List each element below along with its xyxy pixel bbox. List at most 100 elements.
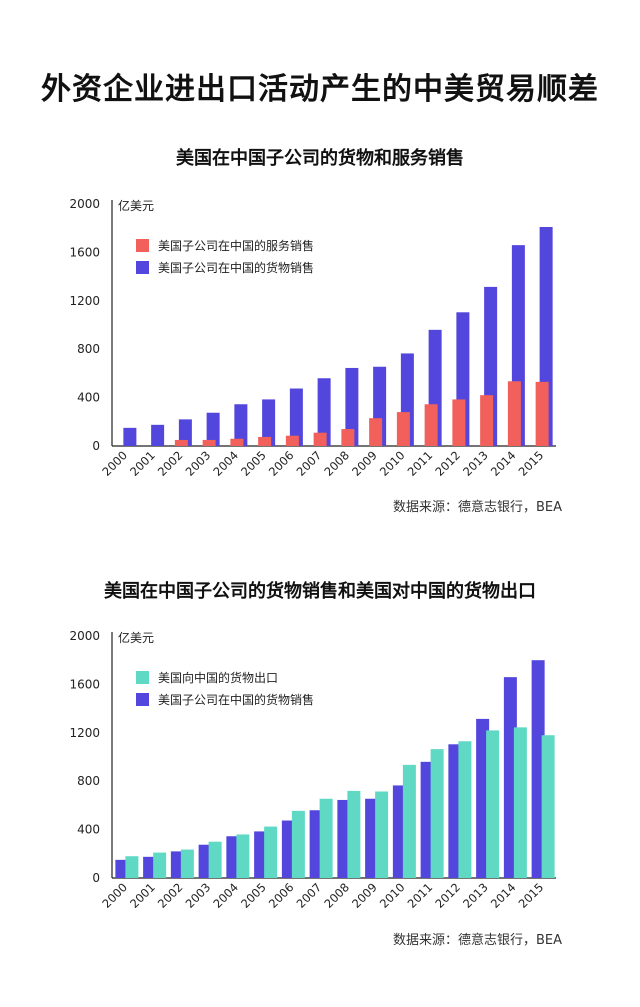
y-tick-label: 800 (77, 342, 100, 356)
x-tick-label: 2007 (294, 880, 325, 911)
legend-swatch-goods-exports (136, 671, 149, 684)
bar-goods-sales-2000 (123, 427, 137, 446)
y-tick-label: 400 (77, 391, 100, 405)
x-tick-label: 2011 (405, 880, 436, 911)
legend-swatch-services-sales (136, 239, 149, 252)
legend-label-goods-sales: 美国子公司在中国的货物销售 (158, 692, 314, 707)
bar-services-sales-2012 (452, 399, 466, 446)
bar-services-sales-2005 (258, 436, 272, 446)
chart1-source: 数据来源：德意志银行，BEA (392, 500, 562, 515)
bar-goods-sales-2004 (226, 836, 240, 878)
y-tick-label: 1600 (69, 677, 100, 691)
bar-goods-exports-2009 (375, 791, 389, 878)
y-tick-label: 1600 (69, 245, 100, 259)
y-axis-unit-label: 亿美元 (118, 198, 154, 213)
bar-services-sales-2015 (535, 381, 549, 446)
x-tick-label: 2005 (238, 448, 269, 479)
bar-goods-exports-2013 (486, 730, 500, 878)
bar-goods-exports-2014 (513, 727, 527, 878)
x-tick-label: 2005 (238, 880, 269, 911)
bar-goods-sales-2004 (234, 404, 248, 446)
x-tick-label: 2009 (349, 448, 380, 479)
bar-goods-sales-2008 (345, 367, 359, 446)
bar-goods-exports-2007 (319, 798, 333, 878)
x-tick-label: 2007 (294, 448, 325, 479)
bar-goods-sales-2008 (337, 799, 351, 878)
bar-goods-sales-2006 (289, 388, 303, 446)
legend-swatch-goods-sales (136, 261, 149, 274)
x-tick-label: 2015 (516, 448, 547, 479)
bar-goods-exports-2006 (291, 810, 305, 878)
legend-label-services-sales: 美国子公司在中国的服务销售 (158, 238, 314, 253)
bar-goods-exports-2003 (208, 841, 222, 878)
bar-services-sales-2013 (480, 395, 494, 446)
bar-goods-sales-2001 (143, 856, 157, 878)
x-tick-label: 2008 (321, 880, 352, 911)
bar-goods-exports-2012 (458, 741, 472, 878)
bar-goods-sales-2003 (206, 412, 220, 446)
bar-services-sales-2010 (396, 412, 410, 446)
x-tick-label: 2000 (99, 880, 130, 911)
bar-goods-exports-2002 (180, 849, 194, 878)
bar-goods-exports-2008 (347, 790, 361, 878)
x-tick-label: 2015 (516, 880, 547, 911)
x-tick-label: 2009 (349, 880, 380, 911)
bar-goods-exports-2005 (264, 826, 278, 878)
x-tick-label: 2003 (183, 880, 214, 911)
bar-goods-sales-2015 (531, 660, 545, 878)
bar-goods-sales-2002 (170, 851, 184, 878)
y-tick-label: 2000 (69, 197, 100, 211)
bar-goods-sales-2006 (281, 820, 295, 878)
bar-goods-exports-2010 (402, 764, 416, 878)
bar-goods-sales-2009 (365, 798, 379, 878)
legend-swatch-goods-sales (136, 693, 149, 706)
x-tick-label: 2004 (210, 880, 241, 911)
x-tick-label: 2004 (210, 448, 241, 479)
bar-goods-sales-2003 (198, 844, 212, 878)
bar-goods-sales-2002 (178, 419, 192, 446)
y-tick-label: 0 (92, 871, 100, 885)
bar-services-sales-2011 (424, 404, 438, 446)
bar-goods-exports-2001 (153, 852, 167, 878)
bar-goods-sales-2000 (115, 859, 129, 878)
x-tick-label: 2010 (377, 448, 408, 479)
bar-goods-exports-2004 (236, 834, 250, 878)
x-tick-label: 2000 (99, 448, 130, 479)
bar-services-sales-2006 (285, 435, 299, 446)
legend-label-goods-exports: 美国向中国的货物出口 (158, 670, 278, 685)
y-tick-label: 0 (92, 439, 100, 453)
chart2-title: 美国在中国子公司的货物销售和美国对中国的货物出口 (104, 581, 536, 602)
y-axis-unit-label: 亿美元 (118, 630, 154, 645)
x-tick-label: 2012 (432, 880, 463, 911)
chart2-source: 数据来源：德意志银行，BEA (392, 933, 562, 948)
x-tick-label: 2001 (127, 448, 158, 479)
x-tick-label: 2013 (460, 880, 491, 911)
page-title: 外资企业进出口活动产生的中美贸易顺差 (41, 72, 599, 107)
bar-goods-exports-2015 (541, 735, 555, 878)
bar-goods-sales-2005 (254, 831, 268, 878)
y-tick-label: 800 (77, 774, 100, 788)
bar-services-sales-2002 (174, 439, 188, 446)
y-tick-label: 1200 (69, 726, 100, 740)
legend-label-goods-sales: 美国子公司在中国的货物销售 (158, 260, 314, 275)
bar-goods-sales-2014 (503, 677, 517, 878)
bar-services-sales-2007 (313, 432, 327, 446)
bar-services-sales-2008 (341, 429, 355, 446)
x-tick-label: 2002 (155, 448, 186, 479)
bar-goods-sales-2013 (476, 718, 490, 878)
bar-goods-sales-2007 (309, 810, 323, 878)
y-tick-label: 400 (77, 823, 100, 837)
x-tick-label: 2003 (183, 448, 214, 479)
bar-goods-sales-2010 (392, 785, 406, 878)
y-tick-label: 1200 (69, 294, 100, 308)
x-tick-label: 2008 (321, 448, 352, 479)
bar-goods-sales-2005 (262, 399, 276, 446)
chart1-title: 美国在中国子公司的货物和服务销售 (176, 148, 464, 169)
bar-goods-sales-2007 (317, 378, 331, 446)
bar-goods-exports-2000 (125, 856, 139, 878)
bar-goods-sales-2012 (448, 744, 462, 878)
y-tick-label: 2000 (69, 629, 100, 643)
bar-goods-exports-2011 (430, 749, 444, 878)
